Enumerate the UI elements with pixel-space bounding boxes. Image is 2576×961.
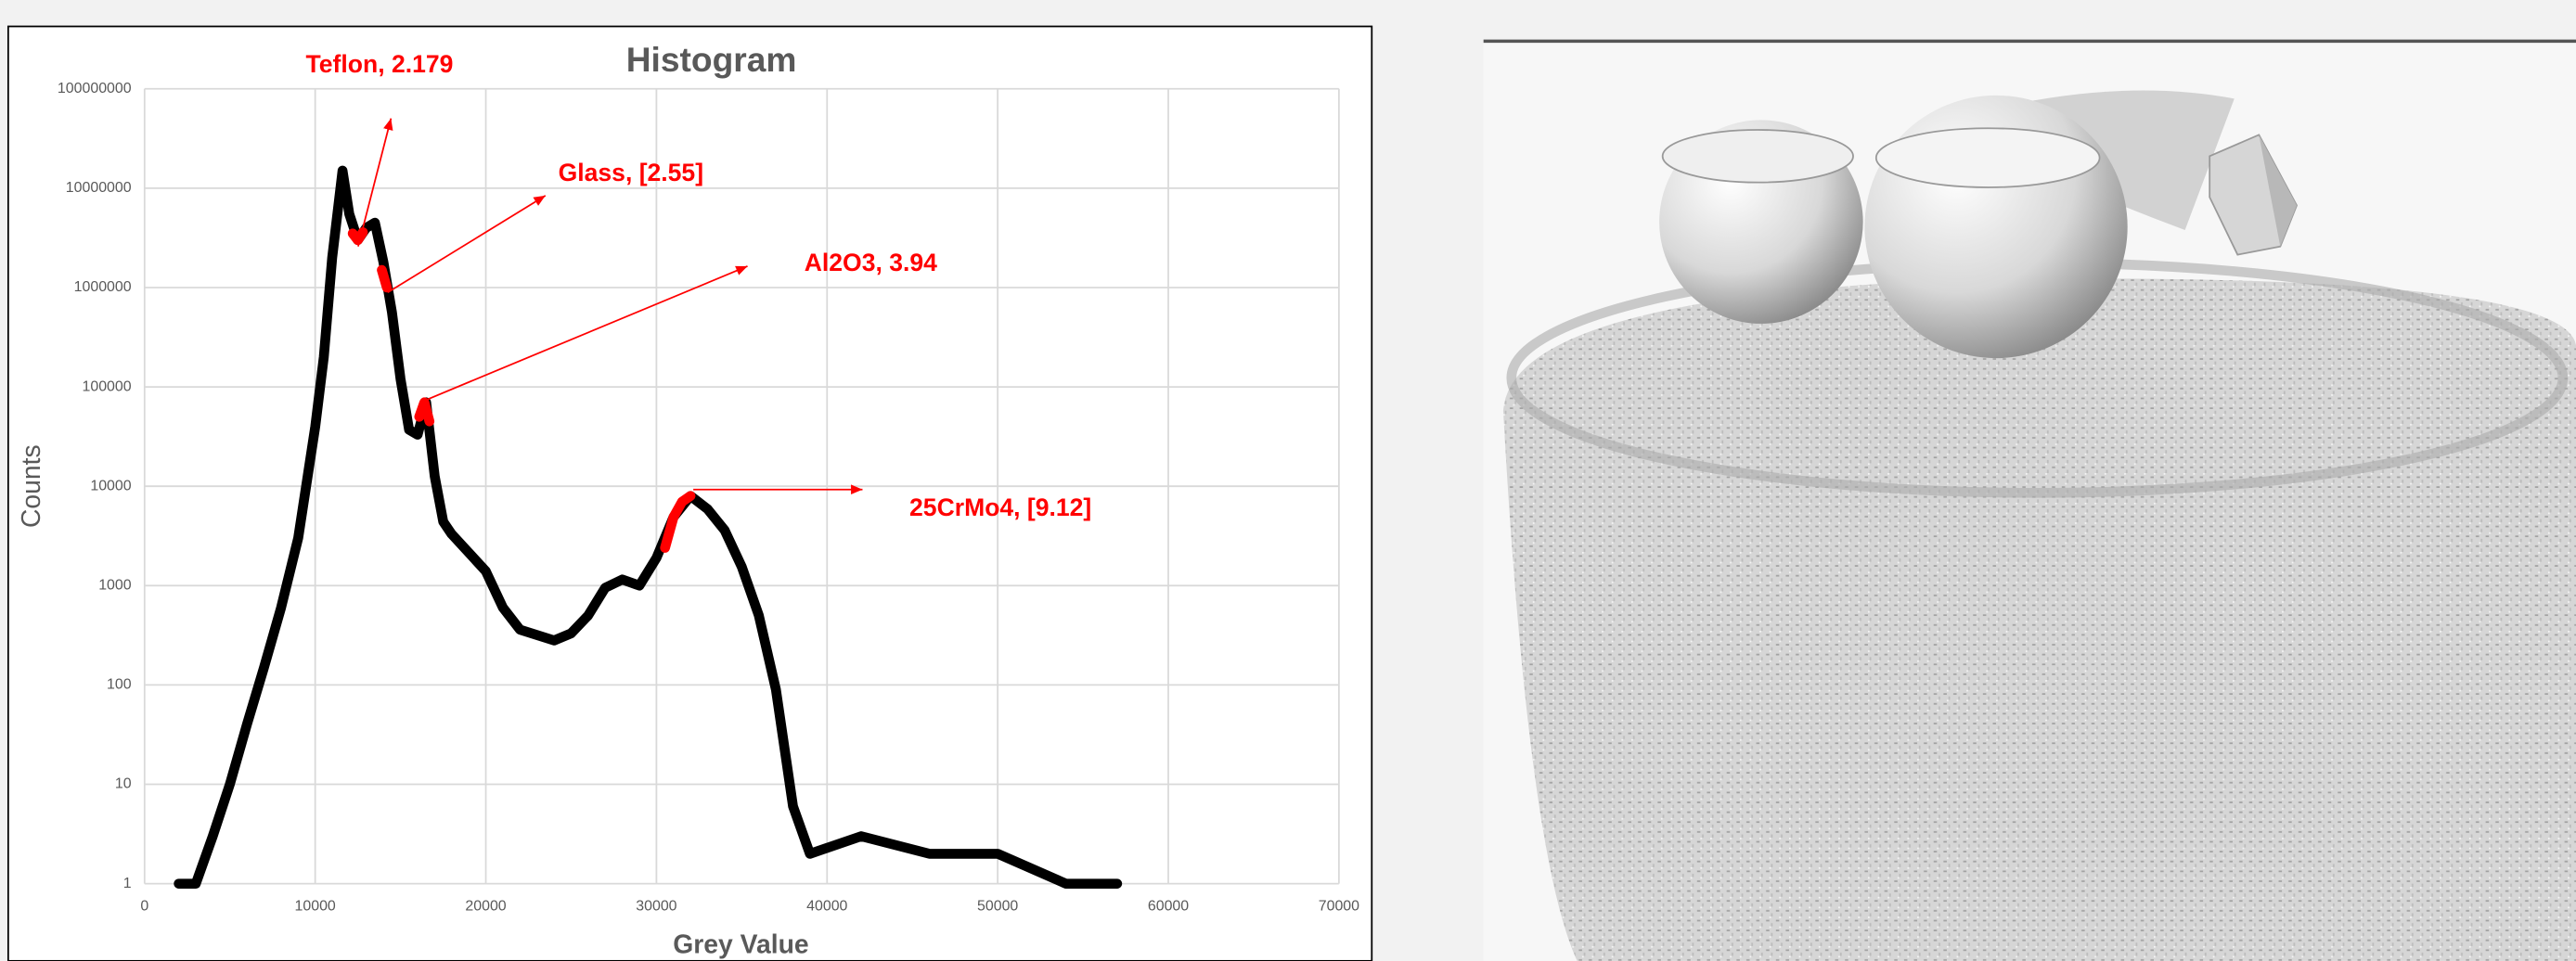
y-axis-label: Counts — [17, 444, 46, 528]
x-tick-label: 70000 — [1319, 899, 1359, 915]
sphere-cut — [1876, 128, 2100, 187]
x-tick-label: 40000 — [806, 899, 847, 915]
y-tick-label: 100 — [107, 677, 132, 693]
page: {"chart_data": { "type": "line", "title"… — [0, 0, 2576, 961]
sphere-cut — [1663, 130, 1853, 183]
x-tick-label: 10000 — [295, 899, 336, 915]
x-axis-label: Grey Value — [673, 929, 808, 959]
y-tick-label: 10 — [115, 776, 132, 792]
y-tick-label: 10000000 — [66, 180, 132, 196]
y-tick-label: 1000000 — [74, 279, 132, 295]
y-tick-label: 10000 — [90, 478, 131, 493]
chart-title: Histogram — [626, 40, 797, 79]
annotation: Glass, [2.55] — [559, 159, 703, 186]
x-tick-label: 50000 — [977, 899, 1018, 915]
chart: Histogram Grey Value Counts 1 10 100 1000 10… — [0, 0, 2576, 961]
x-tick-label: 30000 — [636, 899, 676, 915]
y-tick-label: 100000000 — [58, 81, 132, 96]
render-panel — [1484, 41, 2576, 960]
y-tick-label: 100000 — [82, 378, 131, 394]
x-tick-label: 0 — [140, 899, 148, 915]
y-tick-label: 1 — [123, 876, 132, 891]
cylinder — [1503, 278, 2576, 961]
annotation: 25CrMo4, [9.12] — [909, 493, 1091, 521]
annotation: Al2O3, 3.94 — [805, 249, 937, 276]
x-tick-label: 60000 — [1148, 899, 1189, 915]
x-tick-label: 20000 — [465, 899, 506, 915]
annotation: Teflon, 2.179 — [306, 50, 454, 78]
y-tick-label: 1000 — [98, 578, 132, 594]
